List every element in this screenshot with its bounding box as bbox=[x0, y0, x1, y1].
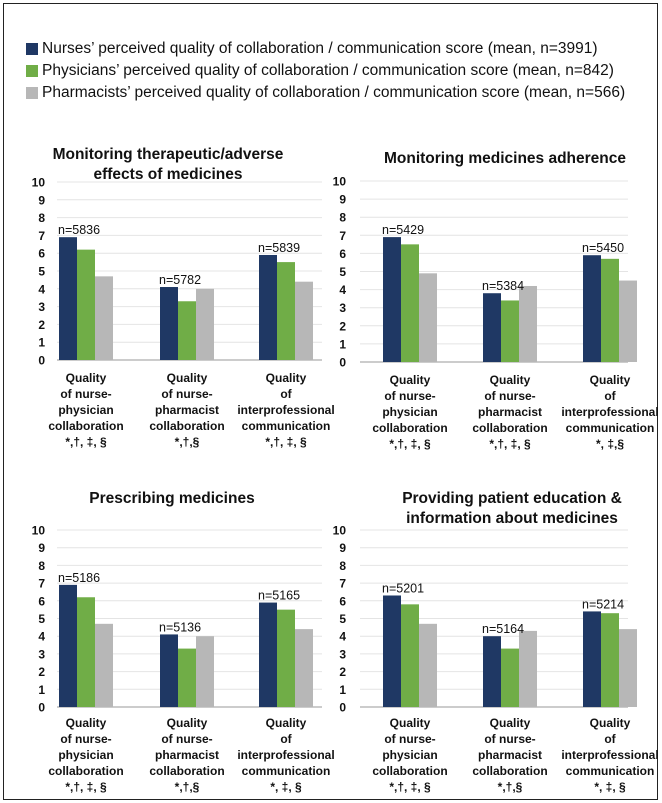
legend-swatch-physicians bbox=[26, 65, 38, 77]
legend-item-nurses: Nurses’ perceived quality of collaborati… bbox=[26, 38, 625, 60]
legend: Nurses’ perceived quality of collaborati… bbox=[26, 38, 625, 104]
legend-item-physicians: Physicians’ perceived quality of collabo… bbox=[26, 60, 625, 82]
legend-label-physicians: Physicians’ perceived quality of collabo… bbox=[42, 62, 614, 79]
legend-swatch-nurses bbox=[26, 43, 38, 55]
legend-label-pharmacists: Pharmacists’ perceived quality of collab… bbox=[42, 84, 626, 101]
legend-swatch-pharmacists bbox=[26, 87, 38, 99]
legend-item-pharmacists: Pharmacists’ perceived quality of collab… bbox=[26, 82, 625, 104]
figure-frame: Nurses’ perceived quality of collaborati… bbox=[3, 3, 658, 800]
legend-label-nurses: Nurses’ perceived quality of collaborati… bbox=[42, 40, 598, 57]
